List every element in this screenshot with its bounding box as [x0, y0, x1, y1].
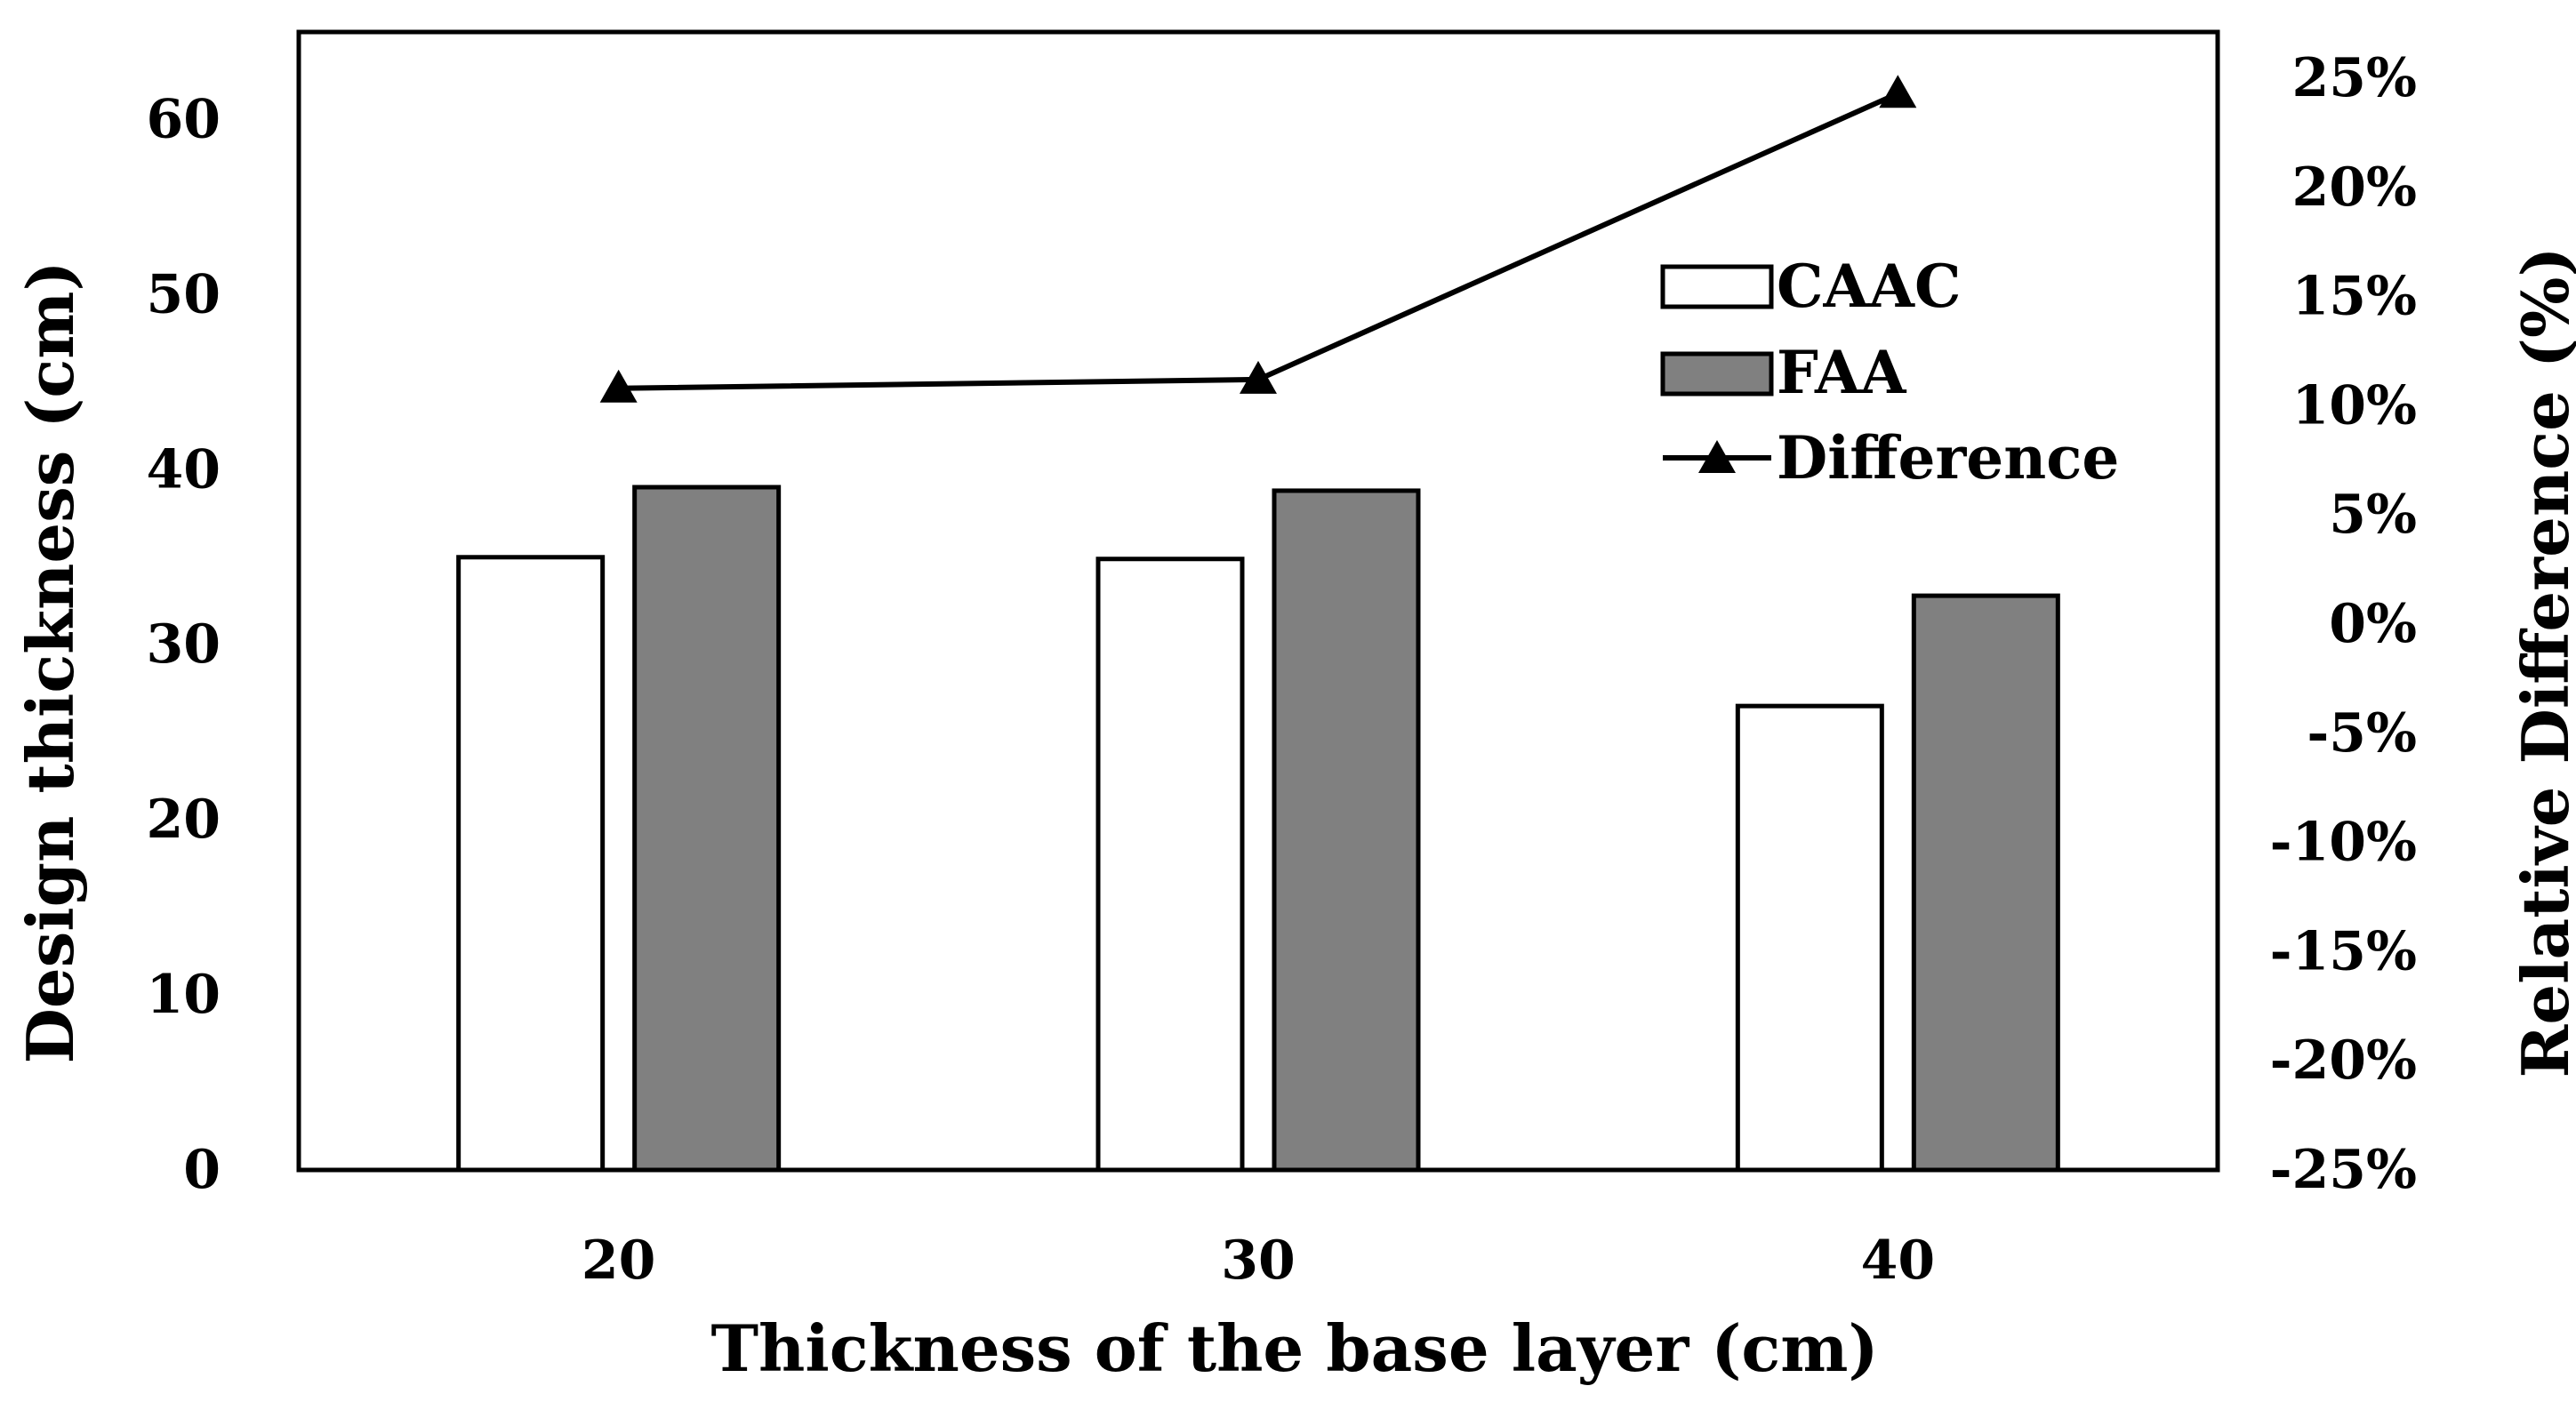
- y-tick-label-50: 50: [147, 263, 221, 325]
- difference-point-40: [1879, 75, 1917, 108]
- legend: CAAC FAA Difference: [1660, 252, 2119, 493]
- y2-tick-label-7: 10%: [2291, 374, 2417, 437]
- legend-label-caac: CAAC: [1777, 252, 1961, 321]
- legend-swatch-faa: [1660, 351, 1774, 397]
- x-axis-ticks: 20 30 40: [582, 1230, 1935, 1292]
- difference-point-30: [1240, 360, 1277, 394]
- legend-marker-difference: [1698, 440, 1736, 473]
- difference-line-group: [599, 75, 1917, 403]
- legend-swatch-caac: [1660, 264, 1774, 309]
- y-tick-label-60: 60: [147, 88, 221, 150]
- y2-tick-label-0: -25%: [2270, 1139, 2417, 1201]
- x-tick-label-40: 40: [1861, 1230, 1936, 1292]
- bar-caac-40: [1735, 703, 1884, 1173]
- bar-faa-30: [1272, 488, 1421, 1173]
- bar-faa-40: [1911, 593, 2060, 1173]
- x-tick-label-30: 30: [1221, 1230, 1296, 1292]
- legend-label-difference: Difference: [1777, 423, 2119, 493]
- left-axis-ticks: 0 10 20 30 40 50 60: [147, 88, 221, 1201]
- y2-tick-label-6: 5%: [2329, 484, 2417, 546]
- y2-tick-label-2: -15%: [2270, 920, 2417, 982]
- y2-tick-label-9: 20%: [2291, 156, 2417, 219]
- bar-caac-20: [456, 555, 606, 1173]
- right-axis-ticks: -25% -20% -15% -10% -5% 0% 5% 10% 15% 20% 25%: [2270, 47, 2417, 1201]
- x-tick-label-20: 20: [582, 1230, 656, 1292]
- y-axis-title: Design thickness (cm): [12, 260, 88, 1063]
- y-tick-label-30: 30: [147, 613, 221, 676]
- y2-tick-label-8: 15%: [2291, 266, 2417, 328]
- x-axis-title: Thickness of the base layer (cm): [710, 1310, 1878, 1386]
- y-tick-label-20: 20: [147, 789, 221, 851]
- bar-caac-30: [1095, 557, 1245, 1173]
- plot-frame: [296, 29, 2220, 1173]
- y2-axis-title: Relative Difference (%): [2508, 246, 2576, 1078]
- y2-tick-label-3: -10%: [2270, 812, 2417, 874]
- bar-faa-20: [632, 485, 782, 1173]
- y-tick-label-10: 10: [147, 964, 221, 1026]
- y2-tick-label-10: 25%: [2291, 47, 2417, 109]
- y-tick-label-0: 0: [183, 1139, 221, 1201]
- difference-point-20: [599, 369, 638, 403]
- y-tick-label-40: 40: [147, 438, 221, 501]
- y2-tick-label-5: 0%: [2329, 593, 2417, 655]
- y2-tick-label-1: -20%: [2270, 1029, 2417, 1092]
- bars-group: [456, 485, 2060, 1173]
- y2-tick-label-4: -5%: [2307, 702, 2417, 765]
- legend-label-faa: FAA: [1777, 338, 1906, 407]
